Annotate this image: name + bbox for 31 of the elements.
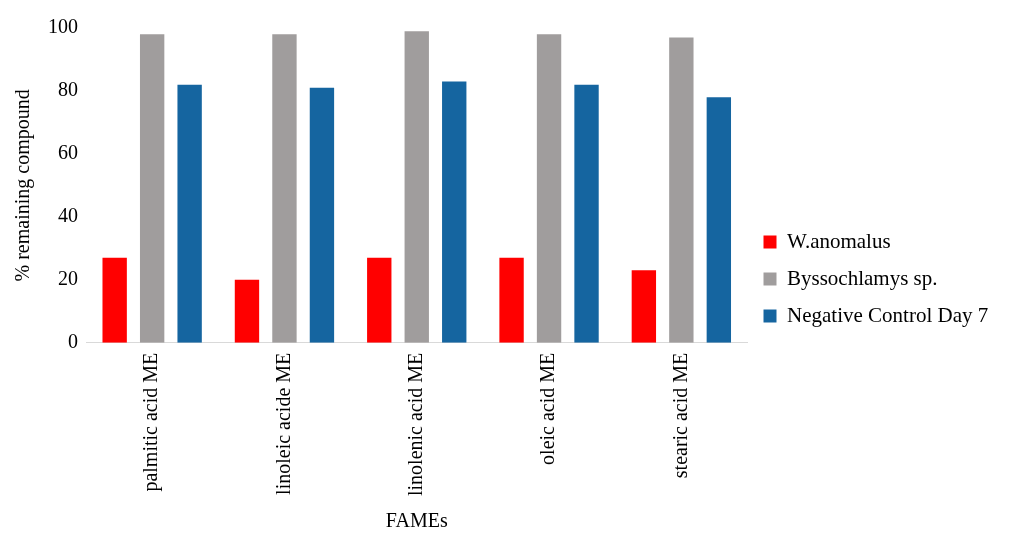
bar (177, 84, 202, 343)
y-tick-label: 80 (58, 78, 78, 101)
y-tick-label: 0 (68, 329, 78, 352)
bar (102, 257, 127, 343)
y-tick-label: 20 (58, 267, 78, 290)
legend-label: Negative Control Day 7 (787, 302, 989, 327)
bar (404, 31, 429, 343)
y-axis-title: % remaining compound (11, 89, 35, 282)
y-tick-label: 100 (48, 15, 78, 38)
bar (272, 34, 297, 343)
bar (234, 279, 260, 343)
x-tick-label: linolenic acid ME (404, 352, 426, 497)
bar (536, 34, 562, 343)
x-tick-label: linoleic acide ME (271, 352, 294, 495)
bar (669, 37, 694, 343)
bar (574, 84, 599, 343)
x-tick-label: oleic acid ME (536, 352, 559, 465)
bar (367, 257, 392, 343)
bar (309, 87, 335, 343)
bar (139, 34, 165, 343)
legend-label: Byssochlamys sp. (787, 265, 938, 290)
bar (706, 97, 732, 343)
x-tick-label: palmitic acid ME (139, 352, 163, 492)
x-axis-title: FAMEs (385, 509, 448, 532)
bar (499, 257, 524, 343)
y-tick-label: 40 (58, 204, 78, 227)
bar (442, 81, 467, 343)
bar (631, 270, 657, 343)
x-tick-label: stearic acid ME (668, 352, 691, 479)
y-tick-label: 60 (58, 141, 78, 164)
legend-label: W.anomalus (787, 228, 891, 253)
